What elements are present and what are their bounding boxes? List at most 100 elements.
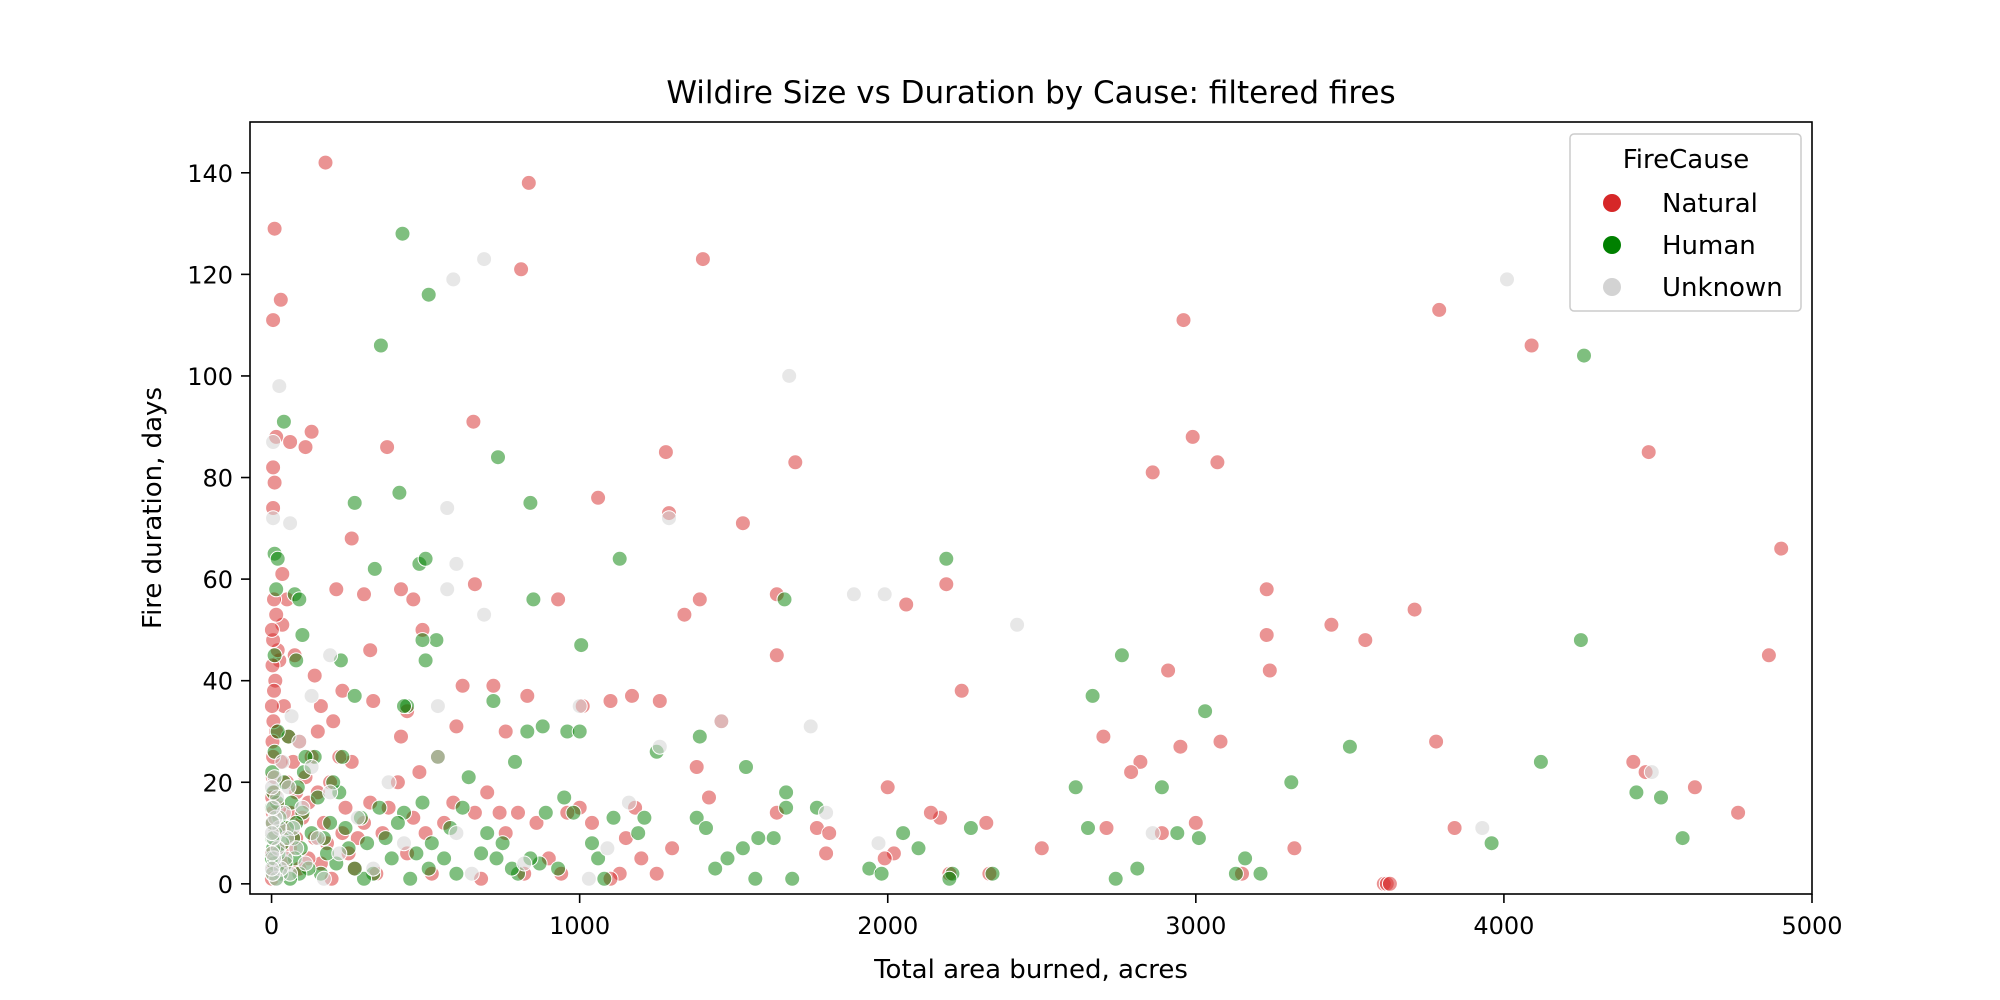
data-point-human — [269, 550, 286, 567]
data-point-human — [1653, 789, 1669, 806]
data-point-human — [1283, 774, 1300, 791]
plot-frame — [249, 121, 1813, 895]
legend-box — [1569, 133, 1802, 312]
data-point-unknown — [429, 748, 446, 765]
data-point-human — [1084, 687, 1101, 704]
data-point-natural — [691, 591, 708, 608]
data-point-natural — [1357, 632, 1374, 649]
data-point-unknown — [580, 870, 597, 887]
data-point-natural — [1033, 840, 1050, 857]
data-point-natural — [1286, 840, 1303, 857]
y-axis-label: Fire duration, days — [138, 387, 168, 629]
data-point-human — [460, 769, 477, 786]
data-point-human — [1080, 820, 1096, 836]
data-point-natural — [266, 682, 282, 699]
legend-marker-unknown — [1603, 278, 1621, 296]
data-point-human — [1237, 850, 1254, 867]
data-point-natural — [584, 814, 600, 831]
data-point-natural — [1184, 428, 1201, 445]
data-point-unknown — [309, 830, 326, 847]
data-point-human — [346, 494, 363, 511]
data-point-human — [454, 799, 471, 816]
data-point-human — [346, 860, 363, 877]
data-point-unknown — [294, 799, 311, 816]
data-point-unknown — [1009, 616, 1026, 633]
data-point-unknown — [1474, 820, 1491, 836]
data-point-natural — [1640, 444, 1657, 461]
data-point-unknown — [448, 555, 465, 572]
data-point-unknown — [1144, 825, 1161, 842]
data-point-human — [389, 814, 406, 831]
data-point-human — [337, 820, 354, 836]
data-point-unknown — [516, 855, 533, 872]
legend: FireCause Natural Human Unknown — [1569, 133, 1802, 312]
data-point-natural — [1625, 753, 1642, 770]
data-point-natural — [356, 586, 372, 603]
data-point-human — [420, 860, 437, 877]
data-point-natural — [272, 291, 289, 308]
data-point-human — [1252, 865, 1269, 882]
data-point-human — [372, 337, 389, 354]
y-tick-label: 100 — [187, 363, 233, 391]
y-tick-label: 80 — [202, 465, 233, 493]
data-point-natural — [263, 621, 280, 638]
data-point-natural — [1212, 733, 1229, 750]
data-point-natural — [1187, 814, 1204, 831]
data-point-natural — [405, 591, 422, 608]
data-point-human — [596, 870, 613, 887]
data-point-unknown — [315, 870, 332, 887]
data-point-human — [288, 652, 305, 669]
data-point-unknown — [283, 708, 300, 725]
data-point-human — [738, 759, 754, 775]
data-point-unknown — [439, 581, 456, 598]
data-point-natural — [922, 804, 939, 821]
data-point-unknown — [876, 586, 893, 603]
data-point-natural — [648, 865, 665, 882]
data-point-human — [537, 804, 554, 821]
data-point-human — [519, 723, 536, 740]
data-point-natural — [379, 439, 396, 456]
data-point-human — [423, 835, 440, 852]
data-point-natural — [953, 682, 970, 699]
data-point-unknown — [781, 367, 798, 384]
data-point-human — [275, 413, 292, 430]
points-layer — [263, 154, 1790, 892]
legend-label-human: Human — [1662, 231, 1756, 261]
data-point-human — [688, 809, 705, 826]
data-point-natural — [1261, 662, 1278, 679]
y-tick-label: 0 — [218, 871, 233, 899]
data-point-human — [414, 632, 431, 649]
data-point-natural — [938, 576, 955, 593]
data-point-human — [611, 550, 628, 567]
legend-marker-human — [1603, 236, 1621, 254]
data-point-natural — [520, 174, 537, 191]
data-point-natural — [651, 693, 668, 709]
data-point-natural — [325, 713, 342, 730]
data-point-natural — [688, 759, 705, 775]
data-point-human — [359, 835, 376, 852]
data-point-natural — [898, 596, 915, 613]
data-point-unknown — [661, 510, 677, 527]
data-point-natural — [1132, 753, 1149, 770]
data-point-human — [436, 850, 453, 867]
data-point-natural — [510, 804, 526, 821]
data-point-human — [938, 550, 955, 567]
data-point-unknown — [1643, 764, 1660, 781]
data-point-human — [776, 591, 793, 608]
data-point-unknown — [845, 586, 862, 603]
x-tick-label: 0 — [264, 912, 279, 940]
data-point-natural — [1175, 312, 1192, 329]
data-point-unknown — [396, 835, 412, 852]
data-point-unknown — [445, 271, 462, 288]
data-point-natural — [821, 825, 838, 842]
data-point-human — [1532, 753, 1549, 770]
data-point-human — [417, 550, 434, 567]
data-point-human — [479, 825, 496, 842]
data-point-human — [408, 845, 425, 862]
data-point-human — [1576, 347, 1592, 364]
data-point-natural — [879, 779, 896, 796]
data-point-unknown — [280, 779, 297, 796]
x-tick-label: 2000 — [857, 912, 918, 940]
data-point-natural — [497, 723, 514, 740]
data-point-unknown — [599, 840, 616, 857]
